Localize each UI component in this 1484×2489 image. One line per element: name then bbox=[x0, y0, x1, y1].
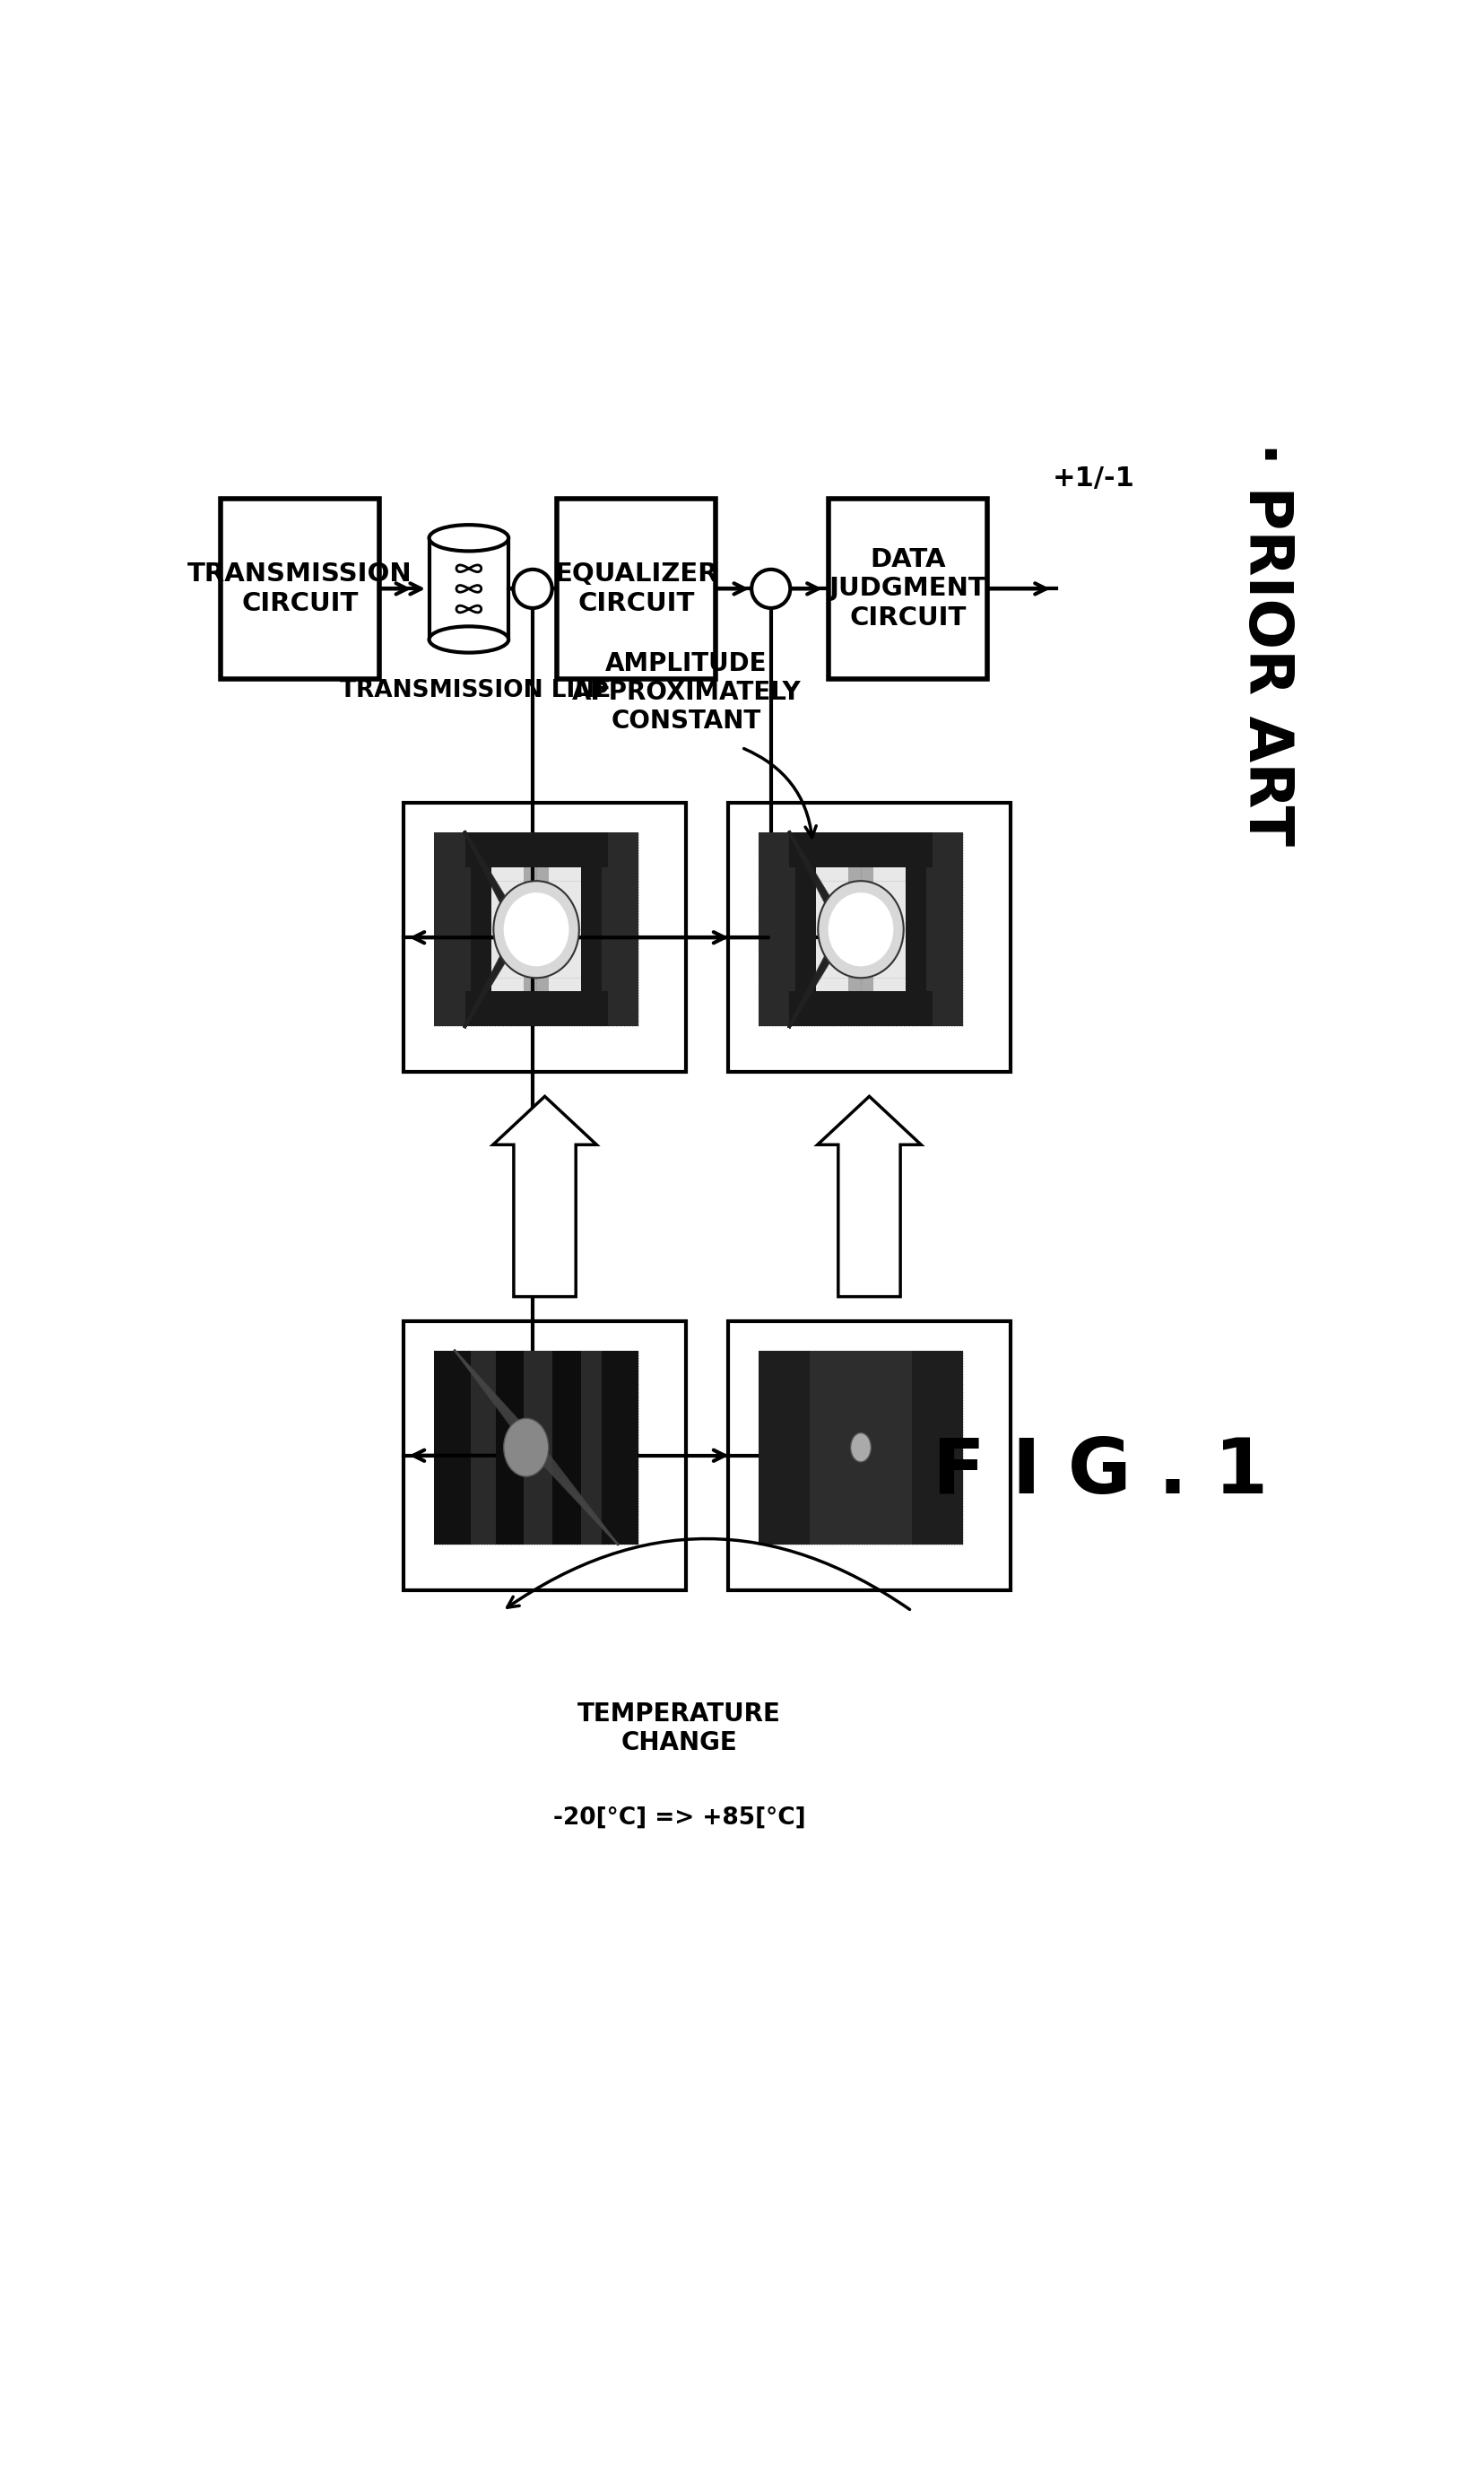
Bar bbox=[727, 804, 1011, 1073]
Bar bbox=[758, 831, 816, 1025]
Bar bbox=[435, 1352, 638, 1543]
Bar bbox=[454, 1352, 617, 1543]
Ellipse shape bbox=[494, 881, 579, 978]
Bar bbox=[582, 831, 638, 1025]
Text: AMPLITUDE
APPROXIMATELY
CONSTANT: AMPLITUDE APPROXIMATELY CONSTANT bbox=[571, 650, 801, 734]
Bar bbox=[926, 831, 963, 1025]
Bar bbox=[435, 831, 470, 1025]
Text: TEMPERATURE
CHANGE: TEMPERATURE CHANGE bbox=[577, 1700, 781, 1755]
Circle shape bbox=[513, 570, 552, 607]
Ellipse shape bbox=[429, 627, 509, 652]
Bar bbox=[552, 1352, 582, 1543]
Ellipse shape bbox=[818, 881, 904, 978]
Bar bbox=[905, 831, 963, 1025]
Ellipse shape bbox=[850, 1434, 871, 1461]
Circle shape bbox=[751, 570, 791, 607]
Bar bbox=[435, 831, 491, 1025]
Ellipse shape bbox=[828, 894, 893, 966]
Text: DATA
JUDGMENT
CIRCUIT: DATA JUDGMENT CIRCUIT bbox=[830, 548, 987, 630]
Bar bbox=[810, 1352, 911, 1543]
Text: -20[°C] => +85[°C]: -20[°C] => +85[°C] bbox=[554, 1807, 806, 1829]
Text: +1/-1: +1/-1 bbox=[1052, 465, 1135, 490]
Text: F I G . 1: F I G . 1 bbox=[933, 1436, 1269, 1511]
Bar bbox=[727, 1322, 1011, 1590]
Bar bbox=[435, 1352, 470, 1543]
Bar bbox=[220, 498, 378, 679]
FancyArrow shape bbox=[493, 1095, 597, 1297]
Ellipse shape bbox=[503, 894, 568, 966]
Bar bbox=[464, 991, 607, 1025]
Bar bbox=[828, 498, 987, 679]
Bar bbox=[758, 831, 795, 1025]
Ellipse shape bbox=[503, 1419, 549, 1476]
Bar bbox=[789, 831, 932, 866]
Bar bbox=[601, 831, 638, 1025]
Bar bbox=[849, 831, 873, 1025]
Text: TRANSMISSION LINE: TRANSMISSION LINE bbox=[340, 679, 611, 702]
FancyArrow shape bbox=[818, 1095, 922, 1297]
Bar bbox=[496, 1352, 524, 1543]
Ellipse shape bbox=[429, 525, 509, 550]
Text: · PRIOR ART: · PRIOR ART bbox=[1236, 443, 1296, 846]
Bar bbox=[556, 498, 715, 679]
Bar bbox=[435, 831, 638, 1025]
Bar bbox=[758, 831, 963, 1025]
Text: TRANSMISSION
CIRCUIT: TRANSMISSION CIRCUIT bbox=[187, 563, 413, 615]
Bar bbox=[758, 1352, 963, 1543]
Bar bbox=[464, 831, 607, 866]
Bar bbox=[404, 804, 686, 1073]
Text: EQUALIZER
CIRCUIT: EQUALIZER CIRCUIT bbox=[555, 563, 718, 615]
Bar bbox=[524, 831, 549, 1025]
Bar bbox=[789, 991, 932, 1025]
Bar bbox=[404, 1322, 686, 1590]
Bar bbox=[601, 1352, 638, 1543]
Bar bbox=[758, 1352, 963, 1543]
